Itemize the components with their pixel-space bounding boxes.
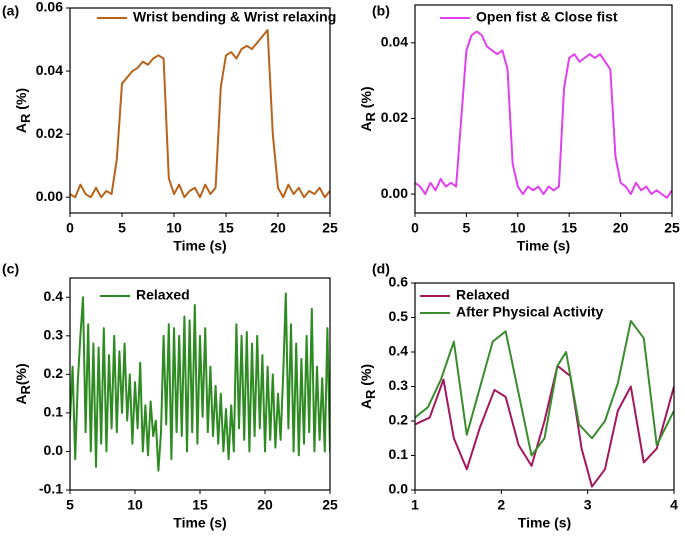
data-line [70, 292, 330, 472]
y-label-unit: (%) [358, 86, 374, 112]
x-tick-label: 2 [497, 497, 505, 513]
x-axis-title: Time (s) [518, 515, 571, 531]
y-label-main: A [13, 395, 29, 405]
x-tick-label: 20 [257, 497, 273, 513]
x-tick-label: 10 [510, 220, 526, 236]
x-tick-label: 15 [192, 497, 208, 513]
y-tick-label: 0.2 [389, 412, 409, 428]
plot [415, 319, 674, 488]
legend-label: Wrist bending & Wrist relaxing [133, 9, 336, 25]
panel: Wrist bending & Wrist relaxing 0 5 10 15 20 25… [2, 0, 338, 254]
panel-label: (a) [2, 3, 19, 19]
y-tick-label: 0.02 [381, 109, 408, 125]
x-tick-label: 1 [411, 497, 419, 513]
y-tick-label: 0.04 [381, 34, 408, 50]
x-tick-label: 20 [613, 220, 629, 236]
panel-label: (c) [2, 261, 19, 277]
y-label-sub: R [18, 385, 33, 395]
y-label-unit: (%) [358, 364, 374, 390]
legend-label: After Physical Activity [456, 304, 604, 320]
y-tick-label: -0.1 [39, 481, 63, 497]
x-tick-label: 5 [66, 497, 74, 513]
data-line [415, 364, 674, 488]
y-label-unit: (%) [13, 88, 29, 114]
y-tick-label: 0.04 [36, 62, 63, 78]
y-tick-label: 0.4 [389, 343, 409, 359]
y-tick-label: 0.3 [44, 327, 64, 343]
panel-label: (d) [372, 261, 390, 277]
y-tick-label: 0.5 [389, 308, 409, 324]
y-label-sub: R [363, 389, 378, 399]
y-tick-label: 0.3 [389, 377, 409, 393]
y-tick-label: 0.4 [44, 288, 64, 304]
x-tick-label: 15 [561, 220, 577, 236]
y-tick-label: 0.00 [36, 188, 63, 204]
data-line [70, 29, 330, 199]
y-tick-label: 0.02 [36, 125, 63, 141]
legend-label: Relaxed [136, 287, 190, 303]
panel: Relaxed 5 10 15 20 25 -0.1 0.0 0.1 0.2 0.3 0.4 Time … [2, 261, 338, 531]
y-axis-title: AR (%) [358, 364, 379, 409]
legend-label: Relaxed [456, 287, 510, 303]
y-tick-label: 0.0 [389, 481, 409, 497]
y-label-sub: R [18, 113, 33, 123]
x-tick-label: 0 [411, 220, 419, 236]
plot [415, 30, 672, 199]
data-line [415, 30, 672, 199]
y-label-main: A [358, 399, 374, 409]
x-tick-label: 25 [664, 220, 680, 236]
x-tick-label: 25 [322, 220, 338, 236]
x-axis-title: Time (s) [517, 238, 570, 254]
plot [70, 29, 330, 199]
plot-frame [414, 4, 673, 214]
y-axis-title: AR (%) [358, 86, 379, 131]
y-label-unit: (%) [13, 363, 29, 385]
y-tick-label: 0.1 [389, 446, 409, 462]
x-tick-label: 10 [166, 220, 182, 236]
x-tick-label: 10 [127, 497, 143, 513]
y-label-main: A [358, 121, 374, 131]
y-tick-label: 0.6 [389, 274, 409, 290]
x-tick-label: 5 [118, 220, 126, 236]
y-axis-title: AR(%) [13, 363, 34, 404]
x-tick-label: 25 [322, 497, 338, 513]
x-tick-label: 4 [670, 497, 678, 513]
plot-frame [69, 7, 331, 214]
y-tick-label: 0.0 [44, 442, 64, 458]
y-axis-title: AR (%) [13, 88, 34, 133]
x-tick-label: 20 [270, 220, 286, 236]
y-label-sub: R [363, 111, 378, 121]
x-axis-title: Time (s) [173, 238, 226, 254]
panel: Open fist & Close fist 0 5 10 15 20 25 0.00 0.02… [358, 3, 680, 254]
y-tick-label: 0.2 [44, 365, 64, 381]
data-line [415, 319, 674, 457]
panel-label: (b) [372, 3, 390, 19]
x-tick-label: 5 [463, 220, 471, 236]
x-tick-label: 15 [218, 220, 234, 236]
x-tick-label: 0 [66, 220, 74, 236]
y-tick-label: 0.1 [44, 404, 64, 420]
x-tick-label: 3 [584, 497, 592, 513]
y-tick-label: 0.06 [36, 0, 63, 15]
legend-label: Open fist & Close fist [476, 9, 618, 25]
y-label-main: A [13, 123, 29, 133]
plot [70, 292, 330, 472]
y-tick-label: 0.00 [381, 185, 408, 201]
x-axis-title: Time (s) [173, 515, 226, 531]
